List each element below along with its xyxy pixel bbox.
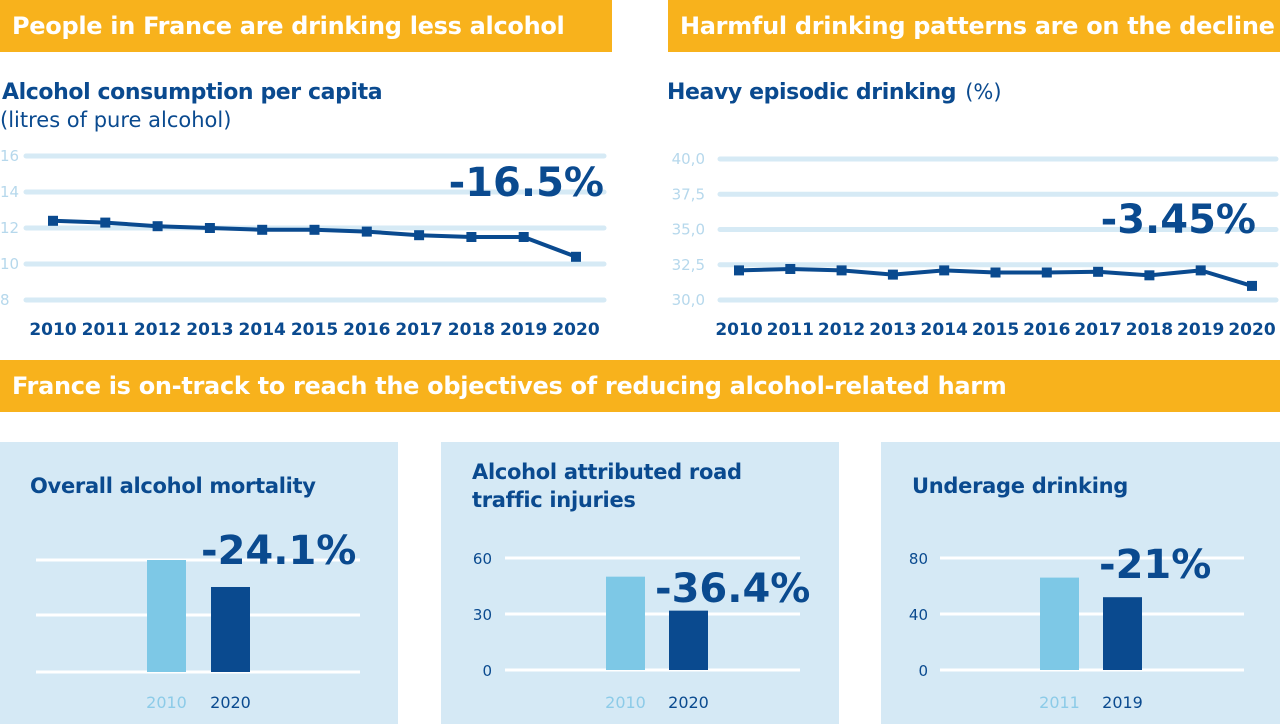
- x-tick-label: 2013: [186, 320, 233, 340]
- x-tick-label: 2010: [146, 693, 187, 712]
- x-tick-label: 2020: [668, 693, 709, 712]
- data-point: [100, 217, 111, 228]
- underage-title: Underage drinking: [912, 474, 1128, 498]
- data-point: [1144, 270, 1155, 281]
- x-tick-label: 2014: [921, 320, 968, 340]
- bar-2010: [606, 576, 645, 670]
- bar-2020: [669, 610, 708, 670]
- y-tick-label: 0: [482, 662, 492, 680]
- consumption-chart-subtitle: (litres of pure alcohol): [0, 108, 232, 132]
- panel-mortality: [0, 442, 398, 724]
- y-tick-label: 37,5: [672, 185, 705, 203]
- data-point: [48, 215, 58, 226]
- x-tick-label: 2012: [134, 320, 181, 340]
- y-tick-label: 35,0: [672, 221, 705, 239]
- consumption-chart-title: Alcohol consumption per capita: [2, 80, 383, 105]
- y-tick-label: 40,0: [672, 150, 705, 168]
- x-tick-label: 2018: [1126, 320, 1173, 340]
- data-point: [518, 232, 529, 242]
- change-annotation: -36.4%: [655, 566, 810, 612]
- x-tick-label: 2010: [715, 320, 762, 340]
- y-tick-label: 12: [0, 219, 19, 237]
- y-tick-label: 32,5: [672, 256, 705, 274]
- data-point: [1247, 280, 1257, 291]
- road-injuries-title: Alcohol attributed road traffic injuries: [472, 460, 742, 512]
- x-tick-label: 2013: [869, 320, 916, 340]
- change-annotation: -16.5%: [449, 160, 604, 206]
- x-tick-label: 2010: [605, 693, 646, 712]
- x-tick-label: 2019: [1177, 320, 1224, 340]
- data-point: [466, 232, 477, 242]
- x-tick-label: 2015: [972, 320, 1019, 340]
- data-point: [939, 265, 950, 276]
- bar-2010: [147, 560, 186, 672]
- x-tick-label: 2017: [1074, 320, 1121, 340]
- data-point: [734, 265, 744, 276]
- bar-2011: [1040, 577, 1079, 670]
- x-tick-label: 2017: [395, 320, 442, 340]
- banner-drinking-less: People in France are drinking less alcoh…: [0, 0, 612, 52]
- x-tick-label: 2011: [1039, 693, 1080, 712]
- data-point: [309, 224, 320, 235]
- y-tick-label: 14: [0, 183, 19, 201]
- change-annotation: -3.45%: [1101, 197, 1256, 243]
- data-point: [1195, 265, 1206, 276]
- y-tick-label: 30: [473, 606, 492, 624]
- x-tick-label: 2012: [818, 320, 865, 340]
- y-tick-label: 30,0: [672, 291, 705, 309]
- bar-2019: [1103, 597, 1142, 670]
- x-tick-label: 2014: [239, 320, 286, 340]
- banner-harmful-decline-title: Harmful drinking patterns are on the dec…: [680, 12, 1275, 40]
- y-tick-label: 80: [909, 550, 928, 568]
- y-tick-label: 40: [909, 606, 928, 624]
- data-point: [1093, 266, 1104, 277]
- x-tick-label: 2010: [29, 320, 76, 340]
- banner-on-track-title: France is on-track to reach the objectiv…: [12, 372, 1007, 400]
- banner-on-track: France is on-track to reach the objectiv…: [0, 360, 1280, 412]
- x-tick-label: 2016: [343, 320, 390, 340]
- data-point: [887, 269, 898, 280]
- y-tick-label: 60: [473, 550, 492, 568]
- data-point: [152, 221, 163, 232]
- data-point: [785, 263, 796, 274]
- x-tick-label: 2016: [1023, 320, 1070, 340]
- x-tick-label: 2020: [210, 693, 251, 712]
- data-point: [990, 267, 1001, 278]
- y-tick-label: 0: [918, 662, 928, 680]
- x-tick-label: 2011: [82, 320, 129, 340]
- data-point: [257, 224, 268, 235]
- banner-harmful-decline: Harmful drinking patterns are on the dec…: [668, 0, 1280, 52]
- episodic-chart-heading: Heavy episodic drinking (%): [667, 80, 1002, 105]
- x-tick-label: 2019: [500, 320, 547, 340]
- data-point: [571, 251, 581, 262]
- bar-2020: [211, 586, 250, 672]
- y-tick-label: 10: [0, 255, 19, 273]
- y-tick-label: 16: [0, 147, 19, 165]
- data-point: [836, 265, 847, 276]
- x-tick-label: 2019: [1102, 693, 1143, 712]
- episodic-chart-unit: (%): [965, 80, 1002, 104]
- data-point: [204, 223, 215, 233]
- data-point: [1041, 267, 1052, 278]
- data-point: [361, 226, 372, 237]
- episodic-chart-title: Heavy episodic drinking: [667, 80, 957, 105]
- x-tick-label: 2018: [448, 320, 495, 340]
- change-annotation: -21%: [1099, 542, 1211, 588]
- banner-drinking-less-title: People in France are drinking less alcoh…: [12, 12, 565, 40]
- x-tick-label: 2020: [552, 320, 599, 340]
- change-annotation: -24.1%: [201, 528, 356, 574]
- mortality-title: Overall alcohol mortality: [30, 474, 316, 498]
- panel-underage: [881, 442, 1280, 724]
- x-tick-label: 2011: [767, 320, 814, 340]
- x-tick-label: 2015: [291, 320, 338, 340]
- x-tick-label: 2020: [1228, 320, 1275, 340]
- y-tick-label: 8: [0, 291, 10, 309]
- data-point: [414, 230, 425, 241]
